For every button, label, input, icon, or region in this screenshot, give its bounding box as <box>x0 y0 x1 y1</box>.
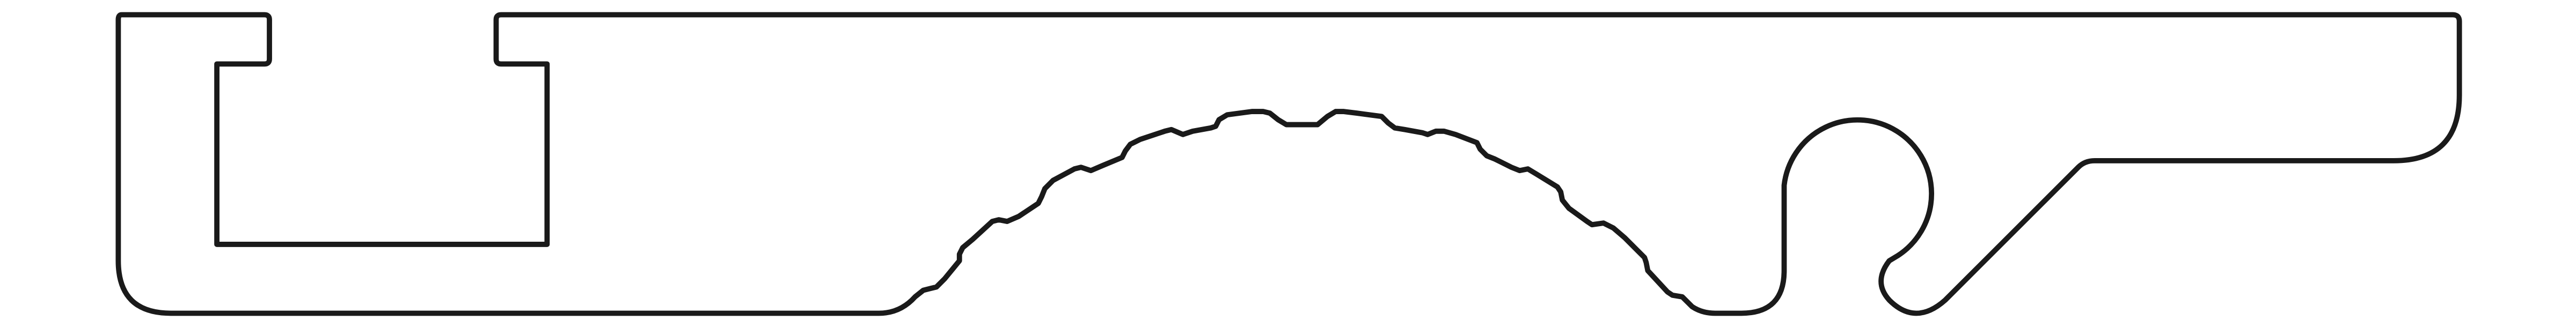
outer-profile-outline <box>115 12 2462 316</box>
profile-outline-group <box>115 12 2462 316</box>
